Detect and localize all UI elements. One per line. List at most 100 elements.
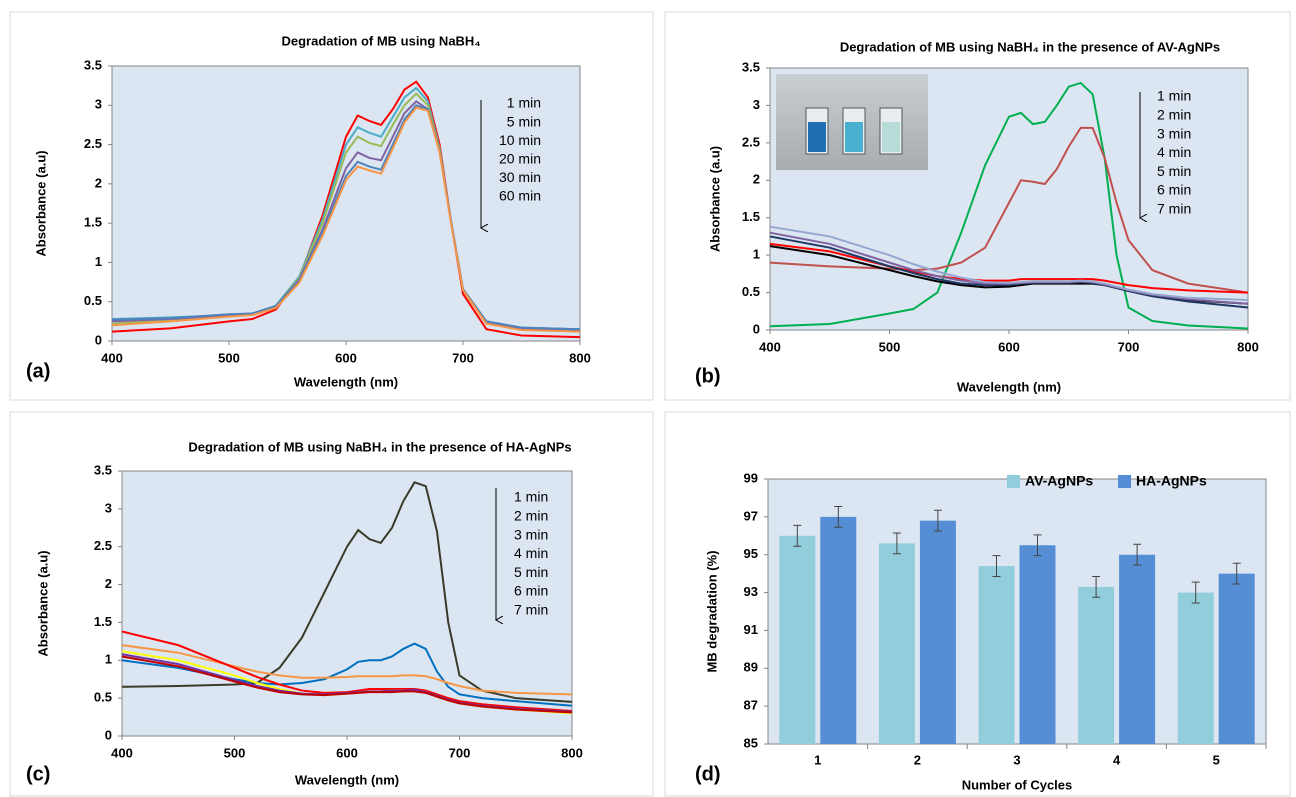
x-axis-label: Wavelength (nm) [957,379,1061,394]
y-tick-label: 3 [95,97,102,112]
y-tick-label: 0 [105,727,112,742]
y-tick-label: 0.5 [742,284,760,299]
x-tick-label: 400 [759,339,781,354]
series-label: 5 min [1157,163,1191,179]
chart-title: Degradation of MB using NaBH₄ [281,33,480,48]
y-tick-label: 0.5 [84,293,102,308]
bar [878,543,915,744]
x-tick-label: 700 [1118,339,1140,354]
chart-title: Degradation of MB using NaBH₄ in the pre… [188,439,571,454]
y-tick-label: 1 [105,652,112,667]
x-tick-label: 500 [224,745,246,760]
legend-label: AV-AgNPs [1025,473,1093,489]
x-tick-label: 4 [1113,752,1121,767]
y-tick-label: 1 [753,247,760,262]
bar [978,566,1015,744]
error-bar [1033,534,1042,557]
series-label: 4 min [514,545,548,561]
x-axis-label: Wavelength (nm) [294,374,398,389]
y-tick-label: 93 [744,584,758,599]
series-label: 3 min [514,526,548,542]
inset-photo [776,74,928,170]
y-tick-label: 2.5 [84,136,102,151]
y-axis-label: Absorbance (a.u) [35,550,50,656]
spectrum-line [121,481,573,703]
y-tick-label: 99 [744,470,758,485]
legend-label: HA-AgNPs [1136,473,1207,489]
x-tick-label: 600 [998,339,1020,354]
cuvette-liquid [882,122,900,152]
series-label: 5 min [514,564,548,580]
error-bar [1191,581,1200,604]
series-label: 2 min [1157,107,1191,123]
x-tick-label: 800 [561,745,583,760]
series-label: 7 min [514,602,548,618]
bar [1119,554,1156,744]
panel-label: (b) [695,365,721,387]
x-tick-label: 600 [335,350,357,365]
x-tick-label: 800 [1237,339,1259,354]
panel-label: (c) [26,763,50,785]
legend: AV-AgNPs HA-AgNPs [1007,473,1207,489]
error-bar [892,532,901,555]
spectrum-line [121,655,573,714]
bar [1019,545,1056,744]
x-tick-label: 400 [111,745,133,760]
series-label: 20 min [499,151,541,167]
y-tick-label: 85 [744,735,758,750]
x-tick-label: 2 [914,752,921,767]
x-tick-label: 3 [1013,752,1020,767]
series-label: 10 min [499,132,541,148]
x-tick-label: 800 [569,350,591,365]
error-bar [933,509,942,532]
y-tick-label: 1 [95,254,102,269]
legend-swatch [1007,475,1020,488]
error-bar [793,524,802,547]
y-tick-label: 0.5 [94,690,112,705]
x-tick-label: 5 [1213,752,1220,767]
spectrum-line [121,644,573,696]
y-tick-label: 97 [744,508,758,523]
bar [820,516,857,744]
plot-area [111,65,581,342]
series-label: 3 min [1157,125,1191,141]
y-tick-label: 3.5 [84,57,102,72]
error-bar [1133,543,1142,566]
bar [919,520,956,744]
y-tick-label: 91 [744,622,758,637]
x-tick-label: 700 [452,350,474,365]
x-axis-label: Number of Cycles [962,777,1073,792]
error-bar [992,555,1001,577]
series-label: 4 min [1157,144,1191,160]
x-tick-label: 700 [449,745,471,760]
panel-label: (a) [26,360,50,382]
error-bar [834,505,843,528]
y-axis-label: MB degradation (%) [704,550,719,672]
series-label: 2 min [514,508,548,524]
y-tick-label: 1.5 [84,215,102,230]
x-tick-label: 400 [101,350,123,365]
spectrum-line [121,630,573,713]
legend-swatch [1118,475,1131,488]
series-label: 7 min [1157,201,1191,217]
bar [1177,592,1214,744]
x-tick-label: 600 [336,745,358,760]
x-axis-label: Wavelength (nm) [295,772,399,787]
series-label: 1 min [507,95,541,111]
bar [1078,586,1115,744]
error-bar [1092,575,1101,598]
spectrum-line [121,642,573,707]
y-tick-label: 2 [105,576,112,591]
error-bar [1232,562,1241,585]
y-axis-label: Absorbance (a.u) [707,146,722,252]
y-tick-label: 3 [753,97,760,112]
series-label: 60 min [499,188,541,204]
bar [1218,573,1255,744]
y-tick-label: 3.5 [94,462,112,477]
bar [779,535,816,744]
series-label: 30 min [499,169,541,185]
cuvette-liquid [808,122,826,152]
x-tick-label: 500 [879,339,901,354]
y-tick-label: 3.5 [742,59,760,74]
series-label: 1 min [514,489,548,505]
